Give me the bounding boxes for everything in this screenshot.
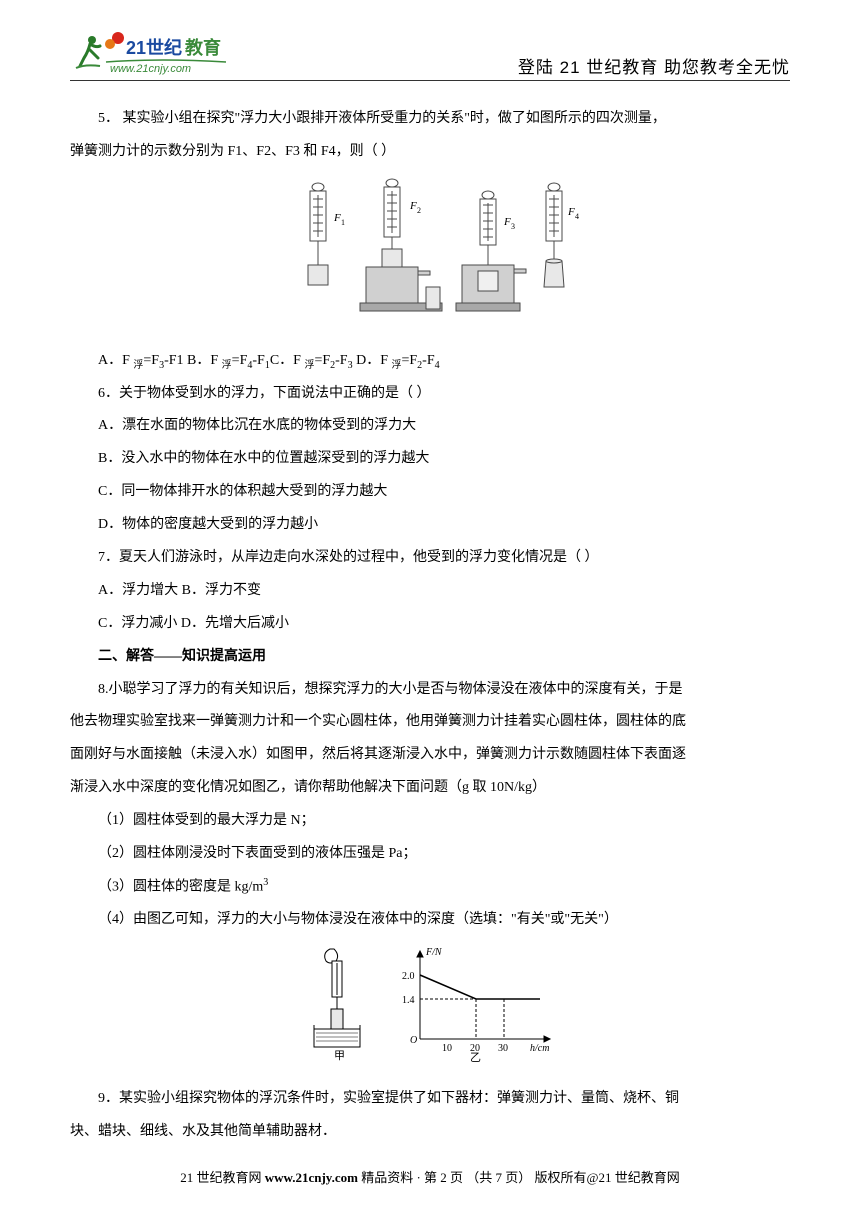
q5-stem-1: 5． 某实验小组在探究"浮力大小跟排开液体所受重力的关系"时，做了如图所示的四次… [70, 103, 790, 136]
svg-text:2.0: 2.0 [402, 971, 415, 982]
svg-text:F: F [503, 216, 511, 228]
q5-diagram: F1 F2 [280, 175, 580, 325]
svg-text:F: F [567, 206, 575, 218]
footer-url: www.21cnjy.com [265, 1170, 358, 1185]
svg-text:F/N: F/N [425, 947, 443, 958]
svg-text:F: F [409, 200, 417, 212]
q6-D: D．物体的密度越大受到的浮力越小 [70, 509, 790, 542]
q8-p4: 渐浸入水中深度的变化情况如图乙，请你帮助他解决下面问题（g 取 10N/kg） [70, 772, 790, 805]
svg-text:www.21cnjy.com: www.21cnjy.com [110, 63, 191, 75]
svg-text:O: O [410, 1035, 417, 1046]
svg-text:1.4: 1.4 [402, 995, 415, 1006]
q8-p2: 他去物理实验室找来一弹簧测力计和一个实心圆柱体，他用弹簧测力计挂着实心圆柱体，圆… [70, 706, 790, 739]
q5-num: 5． [98, 111, 119, 126]
svg-text:21世纪: 21世纪 [126, 37, 182, 58]
q6-B: B．没入水中的物体在水中的位置越深受到的浮力越大 [70, 443, 790, 476]
q8-cap1: 甲 [334, 1050, 345, 1062]
q8-p3: 面刚好与水面接触（未浸入水）如图甲，然后将其逐渐浸入水中，弹簧测力计示数随圆柱体… [70, 739, 790, 772]
q8-p1: 8.小聪学习了浮力的有关知识后，想探究浮力的大小是否与物体浸没在液体中的深度有关… [70, 674, 790, 707]
q8-s2: （2）圆柱体刚浸没时下表面受到的液体压强是 Pa； [70, 838, 790, 871]
q6-A: A．漂在水面的物体比沉在水底的物体受到的浮力大 [70, 410, 790, 443]
q5-options: A．F 浮=F3-F1 B．F 浮=F4-F1C．F 浮=F2-F3 D．F 浮… [70, 345, 790, 378]
svg-text:1: 1 [341, 218, 345, 227]
q7-stem: 7．夏天人们游泳时，从岸边走向水深处的过程中，他受到的浮力变化情况是（ ） [70, 542, 790, 575]
q7-CD: C．浮力减小 D．先增大后减小 [70, 608, 790, 641]
q7-AB: A．浮力增大 B．浮力不变 [70, 575, 790, 608]
q8-s3-text: （3）圆柱体的密度是 kg/m [98, 880, 263, 895]
svg-text:4: 4 [575, 212, 579, 221]
q8-s1: （1）圆柱体受到的最大浮力是 N； [70, 805, 790, 838]
q8-s3: （3）圆柱体的密度是 kg/m3 [70, 871, 790, 905]
page-content: 5． 某实验小组在探究"浮力大小跟排开液体所受重力的关系"时，做了如图所示的四次… [70, 103, 790, 1149]
svg-text:F: F [333, 212, 341, 224]
q5-stem-2: 弹簧测力计的示数分别为 F1、F2、F3 和 F4，则（ ） [70, 136, 790, 169]
site-logo: 21世纪 教育 www.21cnjy.com [70, 30, 240, 78]
q5-figure: F1 F2 [70, 175, 790, 339]
q9-p2: 块、蜡块、细线、水及其他简单辅助器材． [70, 1116, 790, 1149]
svg-text:3: 3 [511, 222, 515, 231]
page-footer: 21 世纪教育网 www.21cnjy.com 精品资料 · 第 2 页 （共 … [0, 1167, 860, 1186]
q5-text: 某实验小组在探究"浮力大小跟排开液体所受重力的关系"时，做了如图所示的四次测量， [119, 111, 666, 126]
q8-cap2: 乙 [470, 1051, 481, 1063]
svg-text:2: 2 [417, 206, 421, 215]
section-2-heading: 二、解答——知识提高运用 [70, 641, 790, 674]
q8-s4: （4）由图乙可知，浮力的大小与物体浸没在液体中的深度（选填："有关"或"无关"） [70, 904, 790, 937]
svg-text:h/cm: h/cm [530, 1043, 549, 1054]
q8-figure: 甲 F/N h/cm O 2.0 1.4 10 20 30 [70, 943, 790, 1077]
q8-diagram: 甲 F/N h/cm O 2.0 1.4 10 20 30 [300, 943, 560, 1063]
footer-mid: 精品资料 · 第 2 页 （共 7 页） 版权所有@21 世纪教育网 [358, 1170, 680, 1185]
svg-text:30: 30 [498, 1043, 508, 1054]
logo-graphic: 21世纪 教育 www.21cnjy.com [70, 30, 240, 78]
page-header: 21世纪 教育 www.21cnjy.com 登陆 21 世纪教育 助您教考全无… [70, 30, 790, 81]
q9-p1: 9．某实验小组探究物体的浮沉条件时，实验室提供了如下器材：弹簧测力计、量筒、烧杯… [70, 1083, 790, 1116]
q6-stem: 6．关于物体受到水的浮力，下面说法中正确的是（ ） [70, 378, 790, 411]
footer-left: 21 世纪教育网 [180, 1170, 265, 1185]
q6-C: C．同一物体排开水的体积越大受到的浮力越大 [70, 476, 790, 509]
svg-text:10: 10 [442, 1043, 452, 1054]
svg-text:教育: 教育 [185, 37, 221, 58]
header-slogan: 登陆 21 世纪教育 助您教考全无忧 [518, 53, 790, 78]
